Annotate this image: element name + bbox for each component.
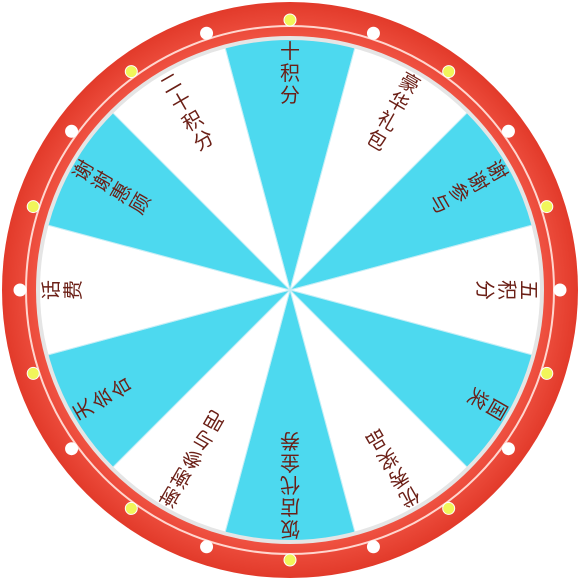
bulbs-layer [13, 13, 567, 567]
rim-light-12 [200, 540, 214, 554]
rim-light-3 [442, 65, 456, 79]
segment-label-group-10: 话费 [39, 280, 85, 300]
segment-label-group-4: 五积分 [473, 280, 541, 300]
rim-light-5 [540, 200, 554, 214]
rim-light-20 [200, 26, 214, 40]
segment-label-4: 五积分 [473, 280, 541, 300]
segment-label-1: 十积分 [280, 39, 300, 107]
wheel-inner-border [36, 36, 544, 544]
rim-light-17 [26, 200, 40, 214]
segment-label-7: 饭店代金券 [280, 429, 300, 541]
rim-light-10 [366, 540, 380, 554]
rim-light-1 [283, 13, 297, 27]
rim-light-13 [124, 501, 138, 515]
rim-light-4 [501, 124, 515, 138]
rim-light-16 [13, 283, 27, 297]
segment-label-group-7: 饭店代金券 [280, 429, 300, 541]
rim-light-15 [26, 366, 40, 380]
rim-light-8 [501, 442, 515, 456]
segment-label-group-1: 十积分 [280, 39, 300, 107]
rim-light-7 [540, 366, 554, 380]
segment-label-10: 话费 [39, 280, 85, 300]
rim-light-11 [283, 553, 297, 567]
rim-light-18 [65, 124, 79, 138]
rim-light-14 [65, 442, 79, 456]
rim-light-2 [366, 26, 380, 40]
rim-light-19 [124, 65, 138, 79]
rim-light-6 [553, 283, 567, 297]
rim-light-9 [442, 501, 456, 515]
